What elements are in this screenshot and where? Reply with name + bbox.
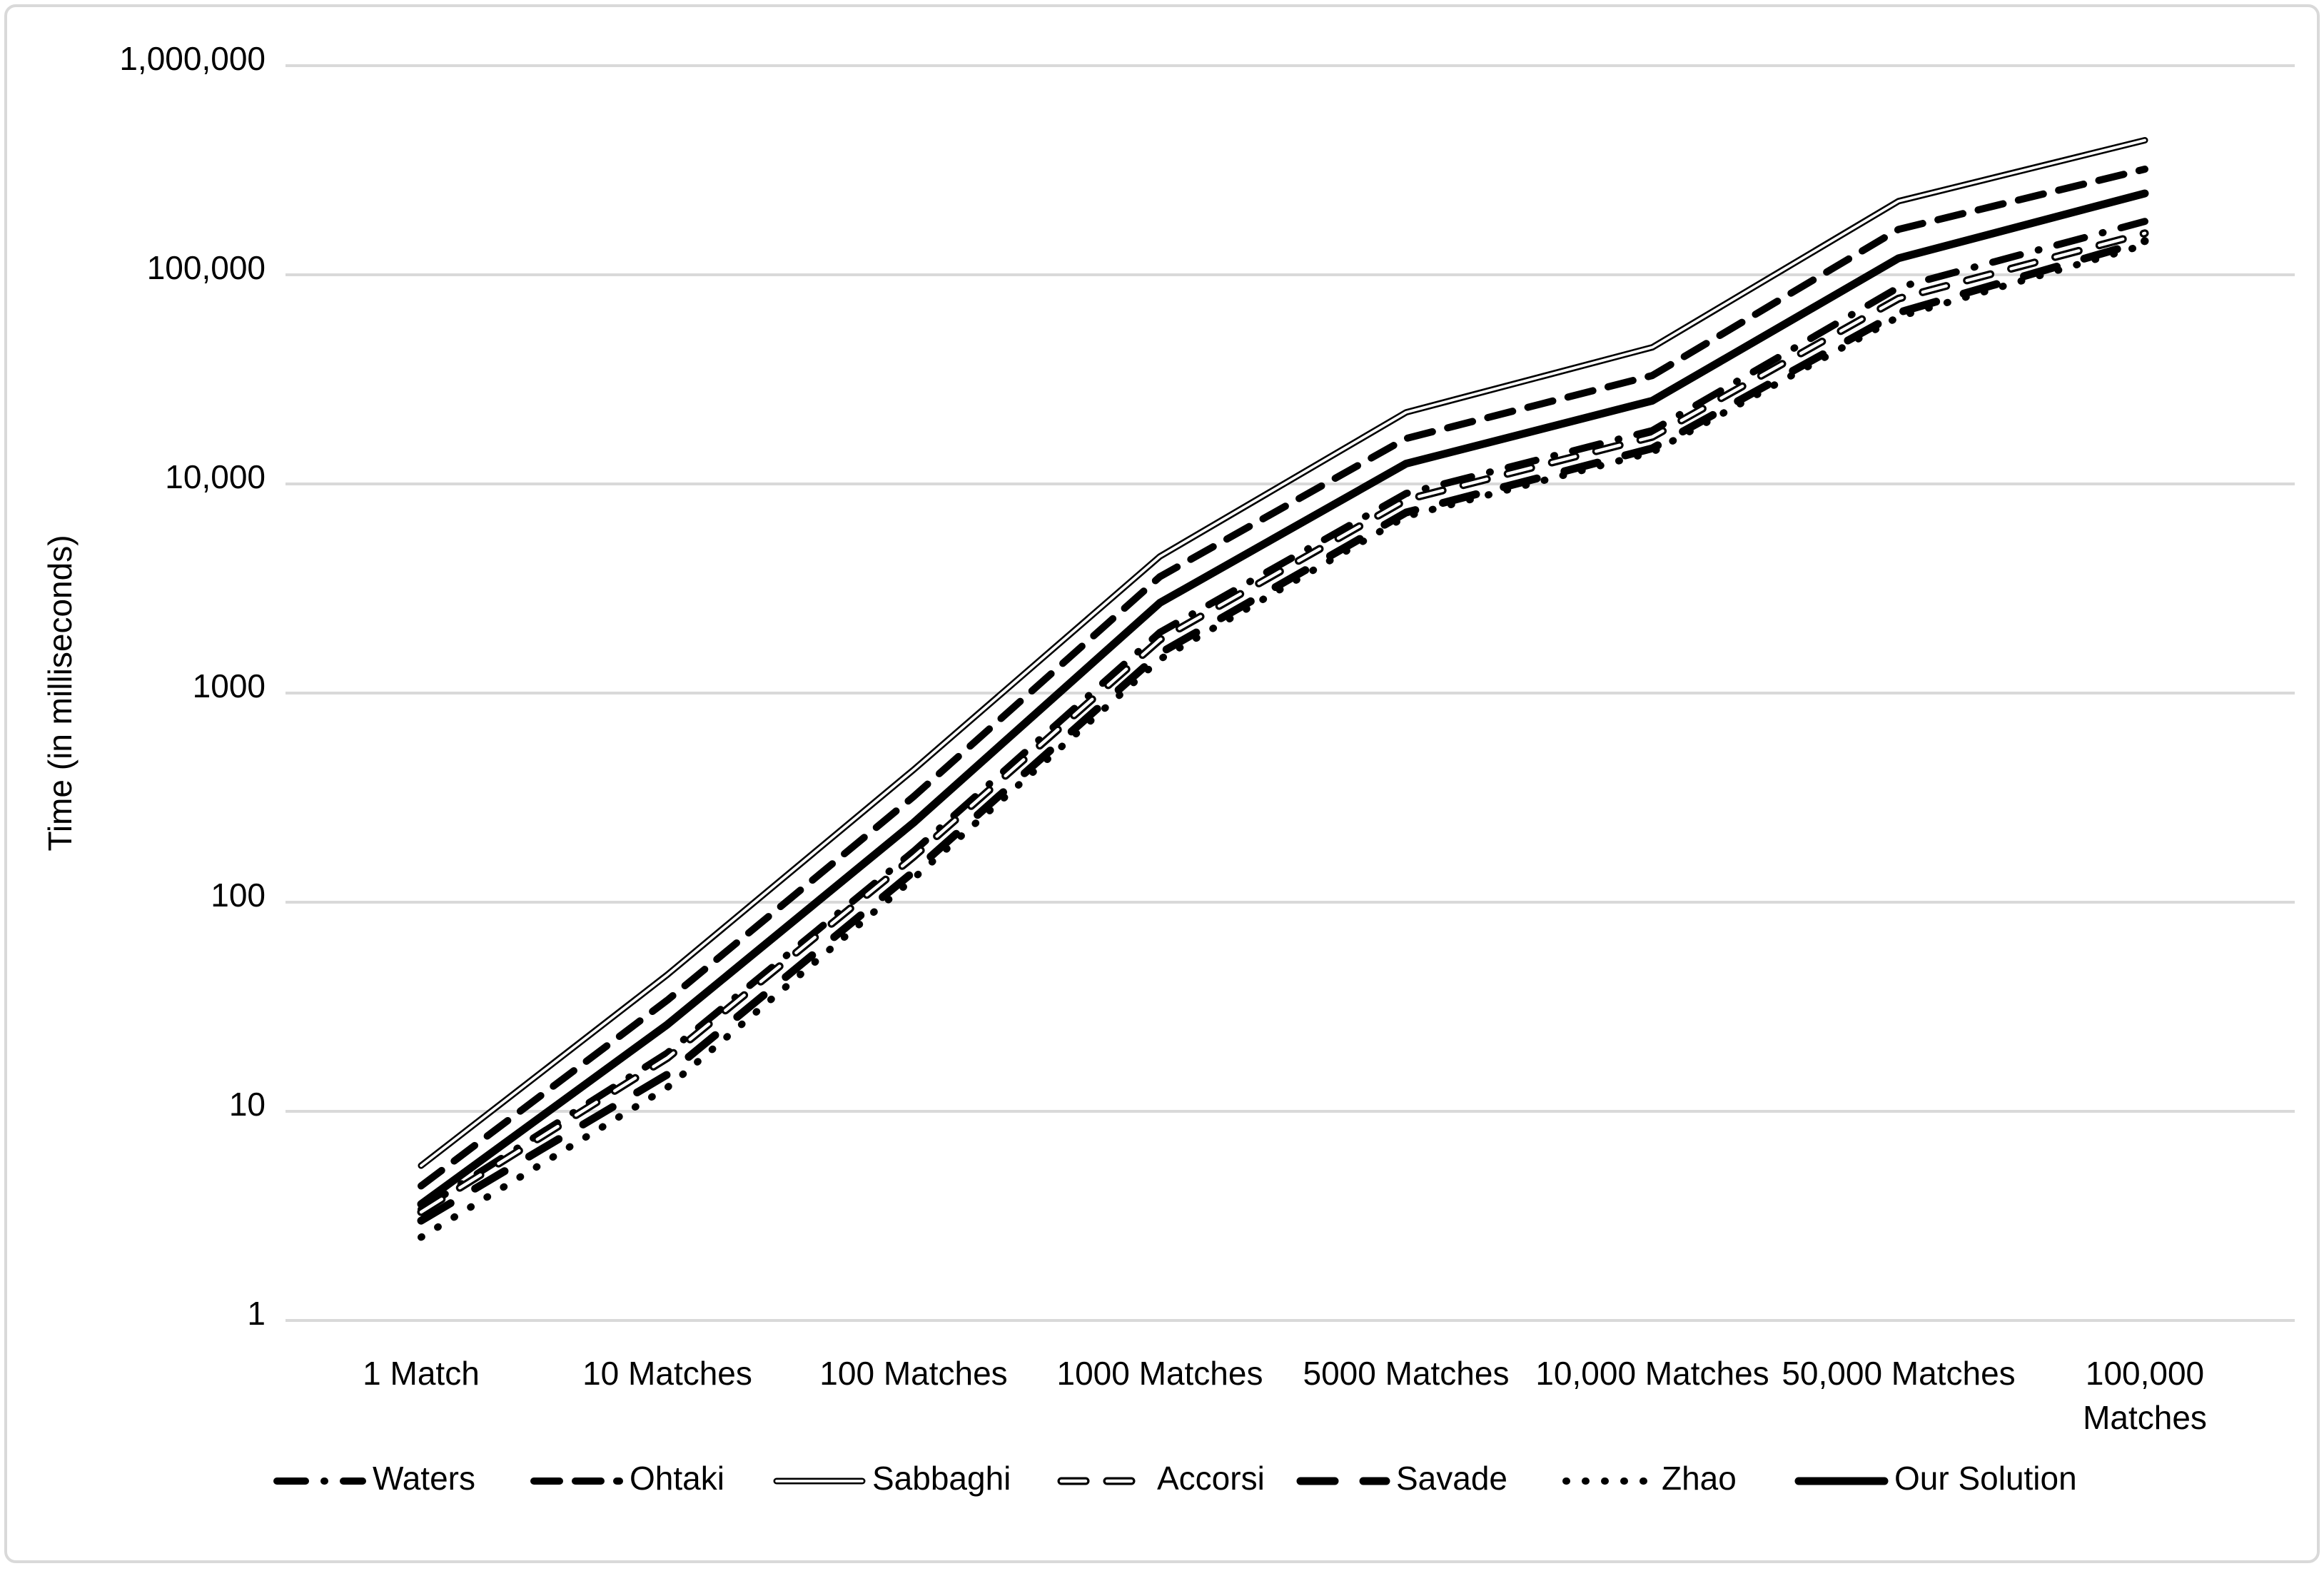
x-tick-line: 1000 Matches: [1057, 1355, 1263, 1392]
x-tick-50-000-matches: 50,000 Matches: [1782, 1355, 2015, 1392]
series-zhao: [418, 241, 2148, 1241]
series-line-core-accorsi: [419, 231, 2147, 1214]
legend-item-sabbaghi: Sabbaghi: [773, 1460, 1011, 1497]
series-our-solution: [417, 189, 2149, 1208]
y-tick-10: 10: [229, 1086, 266, 1123]
x-tick-10-000-matches: 10,000 Matches: [1535, 1355, 1769, 1392]
legend-label-waters: Waters: [373, 1460, 475, 1497]
legend-label-accorsi: Accorsi: [1157, 1460, 1265, 1497]
legend-item-waters: Waters: [273, 1460, 475, 1497]
x-tick-line: 1 Match: [363, 1355, 480, 1392]
series-savade: [417, 237, 2149, 1225]
x-tick-5000-matches: 5000 Matches: [1303, 1355, 1510, 1392]
y-tick-1: 1: [247, 1295, 266, 1332]
series-layer: [417, 137, 2149, 1241]
series-line-waters: [418, 218, 2148, 1213]
legend-item-zhao: Zhao: [1562, 1460, 1737, 1497]
legend-label-ohtaki: Ohtaki: [630, 1460, 724, 1497]
legend: Waters Ohtaki Sabbaghi Accorsi Savade Zhao Our…: [273, 1460, 2077, 1497]
y-axis-title: Time (in milliseconds): [41, 535, 79, 851]
series-line-core-sabbaghi: [420, 138, 2146, 1167]
y-tick-1000: 1000: [193, 667, 266, 704]
legend-label-zhao: Zhao: [1662, 1460, 1737, 1497]
x-tick-line: 5000 Matches: [1303, 1355, 1510, 1392]
series-line-ohtaki: [418, 166, 2148, 1190]
x-tick-line: Matches: [2083, 1399, 2207, 1436]
series-line-zhao: [418, 241, 2148, 1241]
x-tick-line: 10,000 Matches: [1535, 1355, 1769, 1392]
x-tick-1-match: 1 Match: [363, 1355, 480, 1392]
x-tick-line: 50,000 Matches: [1782, 1355, 2015, 1392]
x-tick-10-matches: 10 Matches: [582, 1355, 752, 1392]
x-tick-line: 100,000: [2086, 1355, 2204, 1392]
series-ohtaki: [418, 166, 2148, 1190]
series-waters: [418, 218, 2148, 1213]
x-tick-line: 100 Matches: [819, 1355, 1007, 1392]
legend-label-our-solution: Our Solution: [1894, 1460, 2077, 1497]
legend-label-sabbaghi: Sabbaghi: [872, 1460, 1011, 1497]
legend-item-accorsi: Accorsi: [1057, 1460, 1265, 1497]
y-tick-label-layer: 1 10 100 1000 10,000 100,000 1,000,000: [119, 40, 266, 1332]
legend-item-savade: Savade: [1296, 1460, 1507, 1497]
series-sabbaghi: [418, 137, 2148, 1169]
legend-item-our-solution: Our Solution: [1794, 1460, 2077, 1497]
series-accorsi: [417, 229, 2149, 1216]
gridline-layer: [286, 64, 2295, 1322]
x-tick-line: 10 Matches: [582, 1355, 752, 1392]
legend-item-ohtaki: Ohtaki: [530, 1460, 724, 1497]
y-tick-100-000: 100,000: [147, 249, 266, 286]
legend-label-savade: Savade: [1396, 1460, 1507, 1497]
y-tick-1-000-000: 1,000,000: [119, 40, 266, 77]
chart-border: [4, 4, 2320, 1563]
x-tick-1000-matches: 1000 Matches: [1057, 1355, 1263, 1392]
x-tick-100-000-matches: 100,000 Matches: [2083, 1355, 2207, 1436]
series-line-savade: [417, 237, 2149, 1225]
y-tick-100: 100: [211, 877, 266, 914]
x-tick-label-layer: 1 Match 10 Matches 100 Matches 1000 Matches…: [363, 1355, 2207, 1436]
series-line-our-solution: [417, 189, 2149, 1208]
y-tick-10-000: 10,000: [165, 458, 266, 495]
x-tick-100-matches: 100 Matches: [819, 1355, 1007, 1392]
